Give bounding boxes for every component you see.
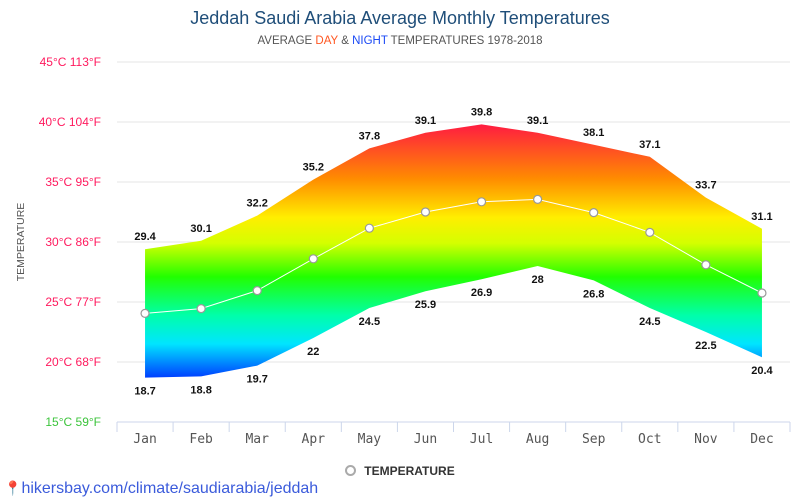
x-tick-label: Dec (750, 432, 773, 447)
legend-marker-icon (345, 465, 357, 476)
x-tick-label: Nov (694, 432, 718, 447)
temperature-chart: 45°C 113°F 40°C 104°F 35°C 95°F 30°C 86°F 25… (15, 55, 791, 447)
day-data-label: 39.8 (471, 106, 492, 118)
average-point (140, 308, 150, 318)
subtitle-prefix: AVERAGE (257, 35, 316, 47)
x-tick-label: Sep (582, 432, 606, 447)
average-point (701, 260, 711, 270)
chart-title: Jeddah Saudi Arabia Average Monthly Temp… (190, 8, 610, 28)
y-tick-label: 35°C 95°F (45, 175, 101, 189)
x-tick-label: Feb (189, 432, 213, 447)
x-tick-label: Jan (133, 432, 156, 447)
y-tick-label: 40°C 104°F (39, 115, 101, 129)
y-tick-label: 45°C 113°F (40, 55, 101, 69)
x-tick-label: Jun (414, 432, 437, 447)
x-tick-label: May (358, 432, 382, 447)
night-data-label: 19.7 (246, 374, 267, 386)
average-point (420, 207, 431, 217)
x-tick-label: Apr (302, 432, 326, 447)
day-data-label: 29.4 (134, 231, 156, 243)
location-pin-icon: 📍 (4, 480, 22, 496)
y-tick-label: 15°C 59°F (45, 415, 101, 429)
source-link[interactable]: 📍hikersbay.com/climate/saudiarabia/jedda… (4, 480, 318, 498)
subtitle-day: DAY (315, 35, 338, 47)
day-data-label: 38.1 (583, 127, 604, 139)
night-data-label: 26.9 (471, 287, 492, 299)
day-data-label: 32.2 (246, 198, 267, 210)
average-point (308, 254, 318, 264)
day-data-label: 33.7 (695, 180, 716, 192)
night-data-label: 25.9 (415, 299, 436, 311)
average-point (252, 286, 262, 296)
day-data-label: 39.1 (527, 115, 548, 127)
average-point (364, 223, 374, 233)
x-tick-label: Oct (638, 432, 661, 447)
legend-item-temperature[interactable]: TEMPERATURE (0, 464, 800, 478)
day-data-label: 37.8 (359, 130, 380, 142)
night-data-label: 26.8 (583, 288, 604, 300)
chart-subtitle: AVERAGE DAY & NIGHT TEMPERATURES 1978-20… (0, 35, 800, 47)
day-data-label: 39.1 (415, 115, 436, 127)
average-point (533, 194, 543, 204)
day-data-label: 37.1 (639, 139, 660, 151)
average-point (757, 288, 767, 298)
average-temperature-line (144, 198, 763, 314)
y-axis-title: TEMPERATURE (15, 203, 27, 282)
day-data-label: 31.1 (751, 211, 772, 223)
day-night-range-area (145, 124, 762, 378)
average-point (476, 197, 487, 207)
night-data-label: 18.8 (190, 384, 211, 396)
source-text: hikersbay.com/climate/saudiarabia/jeddah (21, 480, 319, 497)
x-tick-label: Mar (245, 432, 269, 447)
y-tick-label: 20°C 68°F (45, 355, 101, 369)
night-data-label: 22 (307, 346, 319, 358)
x-tick-label: Aug (526, 432, 549, 447)
y-tick-label: 30°C 86°F (45, 235, 101, 249)
night-data-label: 24.5 (639, 316, 660, 328)
night-data-label: 22.5 (695, 340, 716, 352)
night-data-label: 20.4 (751, 365, 773, 377)
night-data-label: 18.7 (134, 386, 155, 398)
legend-label: TEMPERATURE (364, 464, 455, 478)
subtitle-suffix: TEMPERATURES 1978-2018 (387, 35, 543, 47)
x-tick-label: Jul (470, 432, 493, 447)
average-point (645, 227, 655, 237)
night-data-label: 24.5 (359, 316, 380, 328)
night-data-label: 28 (532, 274, 544, 286)
subtitle-night: NIGHT (352, 35, 388, 47)
average-point (589, 208, 599, 218)
y-tick-label: 25°C 77°F (45, 295, 101, 309)
day-data-label: 30.1 (190, 223, 211, 235)
day-data-label: 35.2 (303, 162, 324, 174)
subtitle-amp: & (338, 35, 353, 47)
average-point (196, 304, 206, 314)
